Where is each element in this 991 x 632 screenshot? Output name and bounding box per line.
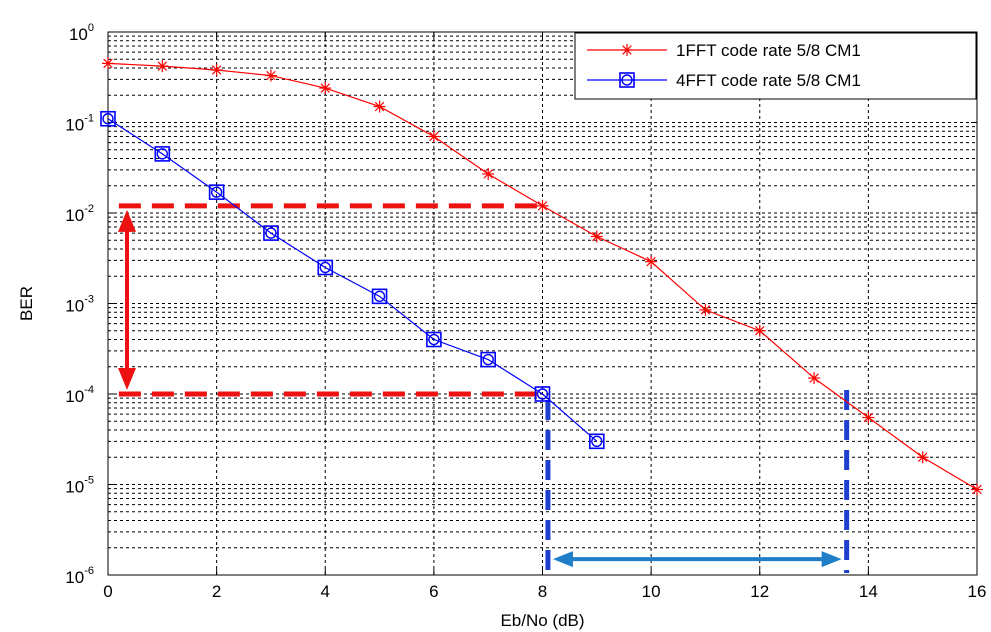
data-point (534, 386, 551, 402)
x-tick-label: 14 (859, 582, 878, 601)
data-point (210, 64, 223, 77)
data-point (371, 288, 388, 305)
red-arrow-head (118, 209, 137, 232)
data-point (482, 167, 495, 180)
data-point (536, 199, 549, 212)
data-point (263, 225, 279, 241)
legend-marker (619, 72, 635, 88)
data-point (156, 60, 169, 73)
data-point (426, 331, 442, 348)
y-tick-label: 10-5 (65, 475, 94, 497)
legend-entry: 1FFT code rate 5/8 CM1 (587, 41, 861, 60)
annotations (118, 203, 850, 573)
data-point (645, 255, 658, 268)
x-tick-label: 16 (968, 582, 987, 601)
red-arrow-head (118, 368, 137, 390)
x-tick-label: 6 (429, 582, 438, 601)
data-point (808, 372, 821, 385)
data-point (699, 303, 712, 316)
y-tick-label: 100 (69, 22, 94, 44)
tick-labels: 0 2 4 6 8 10 12 14 16 10-6 10-5 10-4 10-3 10-2 10-1 100 (65, 22, 986, 601)
data-point (102, 57, 114, 70)
data-point (100, 110, 116, 127)
legend: 1FFT code rate 5/8 CM1 4FFT code rate 5/8… (574, 32, 977, 100)
legend-box (574, 32, 977, 100)
legend-entry: 4FFT code rate 5/8 CM1 (587, 71, 861, 90)
data-point (590, 230, 603, 243)
axes (107, 31, 978, 576)
series-1 (102, 57, 983, 496)
y-tick-label: 10-6 (65, 565, 94, 587)
x-tick-label: 12 (750, 582, 769, 601)
y-tick-label: 10-1 (65, 113, 94, 135)
series (100, 57, 983, 496)
blue-arrow-head (821, 551, 842, 568)
data-point (589, 433, 605, 450)
series-2 (100, 110, 605, 450)
x-tick-label: 10 (642, 582, 661, 601)
data-point (154, 146, 171, 162)
data-point (753, 324, 766, 337)
data-point (427, 130, 440, 143)
x-axis-label: Eb/No (dB) (500, 611, 584, 630)
data-point (264, 69, 277, 82)
series-line (107, 118, 598, 442)
data-point (916, 451, 929, 464)
legend-label: 1FFT code rate 5/8 CM1 (676, 41, 861, 60)
x-tick-label: 8 (538, 582, 547, 601)
x-tick-label: 2 (212, 582, 221, 601)
data-point (862, 411, 875, 424)
data-point (319, 82, 332, 95)
data-point (480, 351, 496, 368)
y-axis-label: BER (17, 286, 36, 321)
x-tick-label: 4 (321, 582, 330, 601)
blue-arrow-head (552, 551, 573, 568)
y-tick-label: 10-2 (65, 203, 94, 225)
grid (108, 32, 977, 575)
y-tick-label: 10-4 (65, 384, 94, 406)
data-point (317, 259, 334, 276)
x-tick-label: 0 (103, 582, 112, 601)
legend-marker (621, 44, 633, 56)
data-point (373, 100, 386, 113)
data-point (971, 483, 983, 496)
y-tick-label: 10-3 (65, 294, 94, 316)
data-point (208, 184, 225, 200)
legend-label: 4FFT code rate 5/8 CM1 (676, 71, 861, 90)
